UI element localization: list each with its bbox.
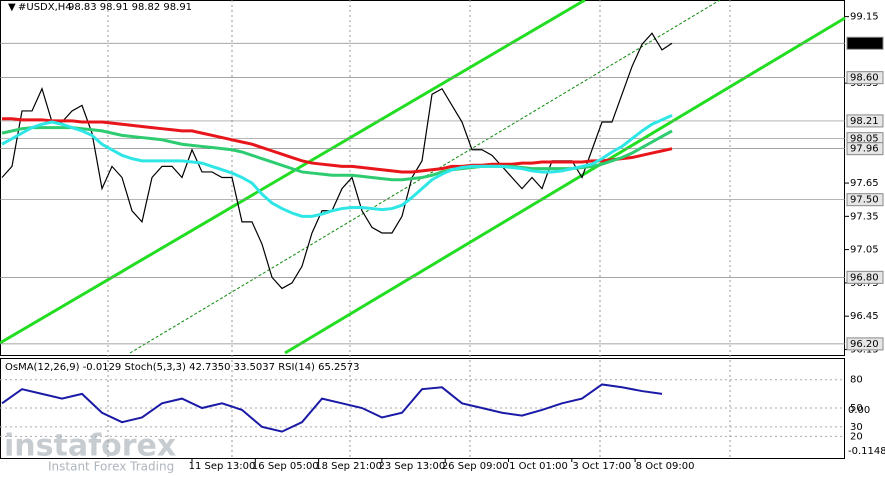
sub-tick-label: 20 [850, 431, 863, 442]
ohlc: 98.83 98.91 98.82 98.91 [68, 2, 192, 13]
x-tick-label: 16 Sep 05:00 [252, 461, 319, 472]
symbol: #USDX,H4 [18, 2, 72, 13]
level-box [846, 71, 884, 85]
level-box [846, 193, 884, 207]
sub-tick-label: 30 [850, 422, 863, 433]
y-tick-label: 99.15 [850, 12, 879, 23]
x-tick-label: 3 Oct 17:00 [572, 461, 631, 472]
level-box [846, 142, 884, 156]
x-tick-label: 1 Oct 01:00 [509, 461, 568, 472]
x-tick-label: 11 Sep 13:00 [189, 461, 256, 472]
level-label: 98.91 [850, 38, 879, 49]
x-tick-label: 26 Sep 09:00 [442, 461, 509, 472]
y-tick-label: 96.45 [850, 311, 879, 322]
series-line [1, 126, 673, 182]
x-tick-label: 23 Sep 13:00 [379, 461, 446, 472]
y-tick-label: 97.05 [850, 245, 879, 256]
channel-line [284, 16, 846, 355]
y-tick-label: 97.65 [850, 178, 879, 189]
series-line [2, 117, 673, 174]
rsi-line [1, 383, 663, 433]
level-label: 98.60 [850, 73, 879, 84]
osma-label: -0.1148 [848, 446, 885, 457]
level-box [846, 270, 884, 284]
y-tick-label: 97.35 [850, 211, 879, 222]
watermark-sub: Instant Forex Trading [48, 460, 174, 474]
watermark: instaforex [4, 429, 176, 464]
mid-line [129, 0, 721, 354]
indicator-label: OsMA(12,26,9) -0.0129 Stoch(5,3,3) 42.73… [5, 362, 360, 373]
osma-label: 0.00 [848, 405, 870, 416]
level-label: 96.80 [850, 272, 879, 283]
symbol-arrow: ▼ [8, 2, 16, 13]
x-tick-label: 18 Sep 21:00 [315, 461, 382, 472]
level-label: 98.05 [850, 134, 879, 145]
level-label: 97.96 [850, 144, 879, 155]
series-line [1, 114, 673, 218]
main-frame [0, 0, 845, 356]
vertical-grid [107, 0, 731, 458]
level-box [846, 114, 884, 128]
level-box [846, 337, 884, 351]
sub-tick-label: 50 [850, 403, 863, 414]
sub-tick-label: 80 [850, 375, 863, 386]
x-tick-label: 8 Oct 09:00 [636, 461, 695, 472]
channel [0, 0, 846, 355]
channel-line [0, 0, 586, 345]
level-label: 97.50 [850, 195, 879, 206]
level-label: 98.21 [850, 116, 879, 127]
level-label: 96.20 [850, 339, 879, 350]
main-plot: 99.1598.5597.6597.3597.0596.7596.4596.15… [0, 12, 884, 472]
level-box [846, 36, 884, 50]
